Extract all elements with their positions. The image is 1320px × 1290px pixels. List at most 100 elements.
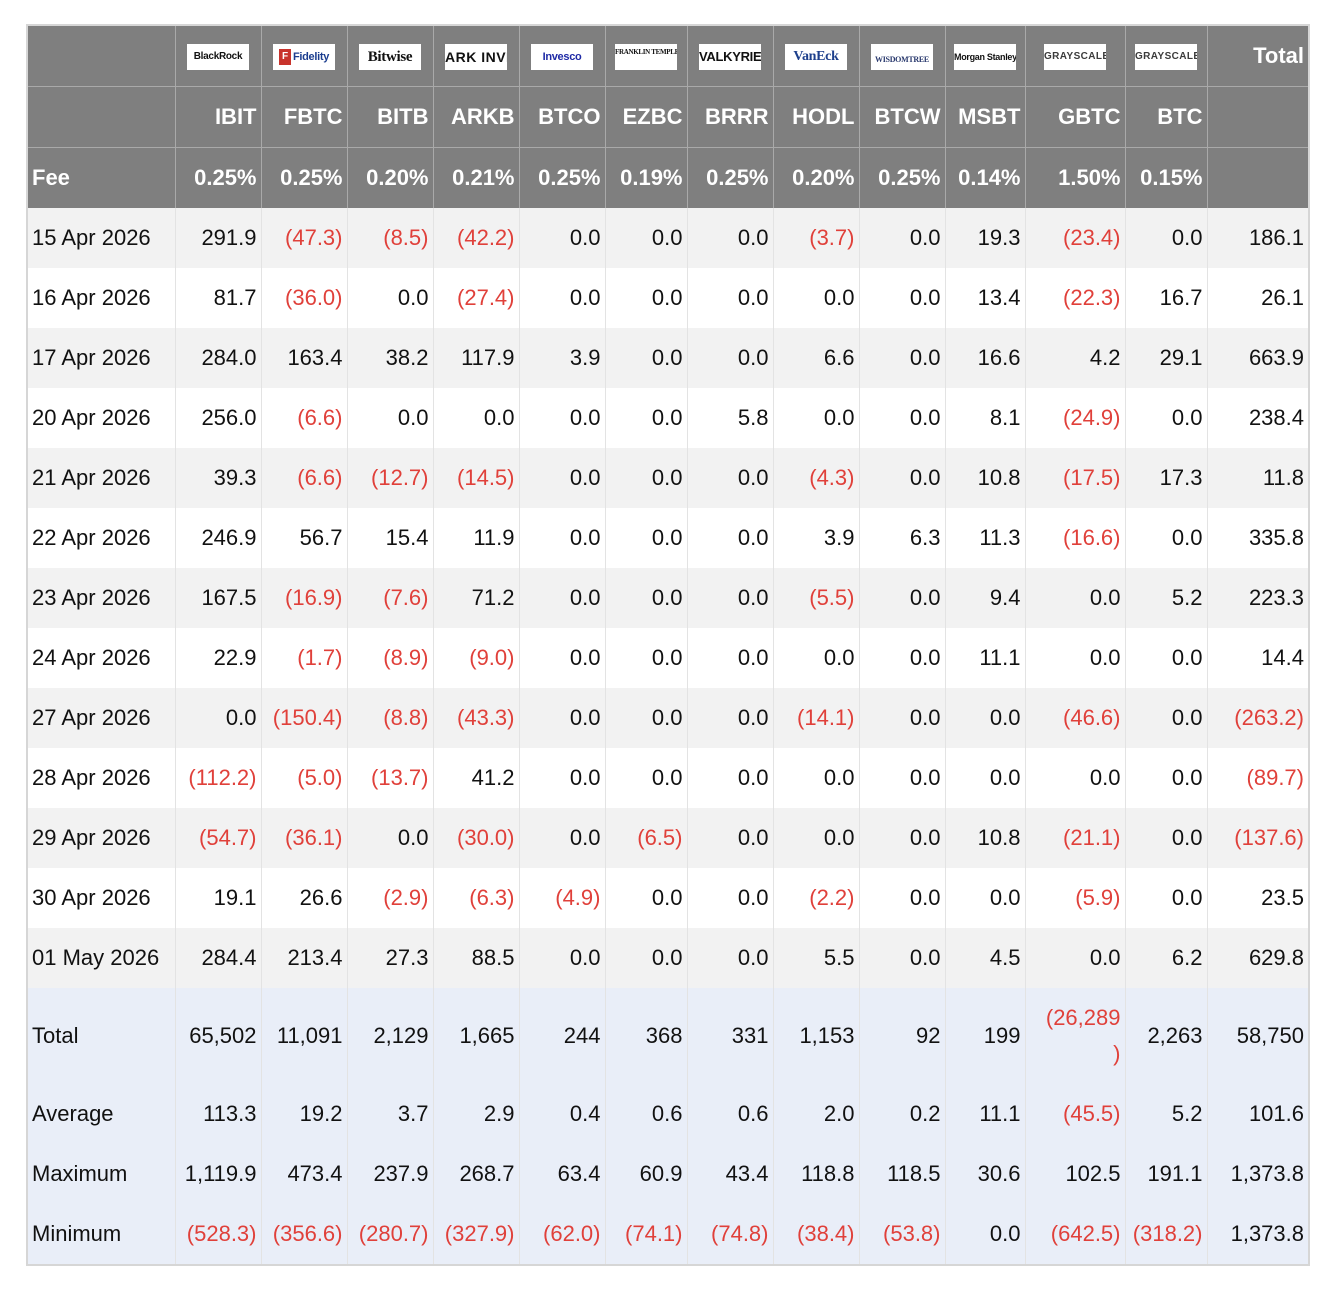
ticker-header-row: IBIT FBTC BITB ARKB BTCO EZBC BRRR HODL … bbox=[27, 86, 1309, 148]
issuer-logo-cell: F Fidelity bbox=[261, 25, 348, 87]
flow-cell: 473.4 bbox=[261, 1144, 348, 1204]
issuer-logo-cell: FRANKLIN TEMPLETON bbox=[605, 25, 688, 87]
flow-cell: 81.7 bbox=[175, 268, 262, 328]
table-row: 28 Apr 2026 (112.2) (5.0) (13.7) 41.2 0.0 0.0 0… bbox=[27, 748, 1309, 808]
summary-section: Total 65,502 11,091 2,129 1,665 244 368 331 1,15… bbox=[27, 988, 1309, 1265]
issuer-logo-cell: GRAYSCALE bbox=[1025, 25, 1126, 87]
flow-cell: 244 bbox=[519, 988, 606, 1084]
flow-cell: (16.9) bbox=[261, 568, 348, 628]
total-flow-cell: 11.8 bbox=[1207, 448, 1309, 508]
flow-cell: 1,665 bbox=[433, 988, 520, 1084]
flow-cell: 256.0 bbox=[175, 388, 262, 448]
flow-cell: 3.9 bbox=[519, 328, 606, 388]
summary-row: Average 113.3 19.2 3.7 2.9 0.4 0.6 0.6 2.0 0.2 11.… bbox=[27, 1084, 1309, 1144]
flow-cell: (36.0) bbox=[261, 268, 348, 328]
issuer-logo-cell: ARK INVEST bbox=[433, 25, 520, 87]
flow-cell: (17.5) bbox=[1025, 448, 1126, 508]
flow-cell: 0.0 bbox=[687, 928, 774, 988]
flow-cell: 1,119.9 bbox=[175, 1144, 262, 1204]
flow-cell: 17.3 bbox=[1125, 448, 1208, 508]
flow-cell: (4.3) bbox=[773, 448, 860, 508]
flow-cell: 0.0 bbox=[859, 328, 946, 388]
flow-cell: 368 bbox=[605, 988, 688, 1084]
date-cell: 23 Apr 2026 bbox=[27, 568, 176, 628]
ticker-header: ARKB bbox=[433, 86, 520, 148]
flow-cell: 163.4 bbox=[261, 328, 348, 388]
total-flow-cell: 629.8 bbox=[1207, 928, 1309, 988]
date-cell: 30 Apr 2026 bbox=[27, 868, 176, 928]
flow-cell: 0.0 bbox=[519, 748, 606, 808]
flow-cell: 291.9 bbox=[175, 208, 262, 268]
total-column-header: Total bbox=[1207, 25, 1309, 87]
table-row: 23 Apr 2026 167.5 (16.9) (7.6) 71.2 0.0 0.0 0.0… bbox=[27, 568, 1309, 628]
franklin-templeton-logo: FRANKLIN TEMPLETON bbox=[615, 43, 677, 70]
flow-cell: (22.3) bbox=[1025, 268, 1126, 328]
flow-cell: 0.0 bbox=[175, 688, 262, 748]
flow-cell: 38.2 bbox=[347, 328, 434, 388]
flow-cell: 0.0 bbox=[519, 388, 606, 448]
flow-cell: 2,263 bbox=[1125, 988, 1208, 1084]
flow-cell: (2.9) bbox=[347, 868, 434, 928]
flow-cell: 2.0 bbox=[773, 1084, 860, 1144]
date-cell: 22 Apr 2026 bbox=[27, 508, 176, 568]
date-cell: 17 Apr 2026 bbox=[27, 328, 176, 388]
flow-cell: 0.0 bbox=[773, 628, 860, 688]
flow-cell: 30.6 bbox=[945, 1144, 1026, 1204]
total-flow-cell: (89.7) bbox=[1207, 748, 1309, 808]
flow-cell: 0.0 bbox=[519, 448, 606, 508]
flow-cell: 6.6 bbox=[773, 328, 860, 388]
flow-cell: (280.7) bbox=[347, 1204, 434, 1265]
flow-cell: 3.7 bbox=[347, 1084, 434, 1144]
flow-cell: 39.3 bbox=[175, 448, 262, 508]
flow-cell: (642.5) bbox=[1025, 1204, 1126, 1265]
flow-cell: 0.0 bbox=[519, 928, 606, 988]
summary-label: Minimum bbox=[27, 1204, 176, 1265]
flow-cell: (9.0) bbox=[433, 628, 520, 688]
flow-cell: 0.6 bbox=[687, 1084, 774, 1144]
fee-header-row: Fee 0.25% 0.25% 0.20% 0.21% 0.25% 0.19% … bbox=[27, 147, 1309, 208]
flow-cell: 213.4 bbox=[261, 928, 348, 988]
ticker-header: EZBC bbox=[605, 86, 688, 148]
ticker-corner-cell bbox=[27, 86, 176, 148]
flow-cell: 5.2 bbox=[1125, 568, 1208, 628]
flow-cell: (14.1) bbox=[773, 688, 860, 748]
flow-cell: 0.0 bbox=[1125, 508, 1208, 568]
issuer-logo-cell: Morgan Stanley bbox=[945, 25, 1026, 87]
flow-cell: (14.5) bbox=[433, 448, 520, 508]
flow-cell: 0.6 bbox=[605, 1084, 688, 1144]
flow-cell: 0.0 bbox=[519, 628, 606, 688]
flow-cell: 19.3 bbox=[945, 208, 1026, 268]
flow-cell: 0.0 bbox=[859, 268, 946, 328]
date-cell: 20 Apr 2026 bbox=[27, 388, 176, 448]
issuer-logo-cell: Invesco bbox=[519, 25, 606, 87]
flow-cell: 0.0 bbox=[519, 568, 606, 628]
invesco-logo: Invesco bbox=[531, 43, 593, 70]
flow-cell: (16.6) bbox=[1025, 508, 1126, 568]
flow-cell: 0.0 bbox=[347, 268, 434, 328]
flow-cell: (74.1) bbox=[605, 1204, 688, 1265]
flow-cell: 0.0 bbox=[859, 808, 946, 868]
flow-cell: 4.5 bbox=[945, 928, 1026, 988]
table-row: 20 Apr 2026 256.0 (6.6) 0.0 0.0 0.0 0.0 5.8 0.0 0… bbox=[27, 388, 1309, 448]
flow-cell: (6.6) bbox=[261, 388, 348, 448]
ticker-header: BTCO bbox=[519, 86, 606, 148]
flow-cell: (26,289) bbox=[1025, 988, 1126, 1084]
total-flow-cell: 101.6 bbox=[1207, 1084, 1309, 1144]
flow-cell: 0.0 bbox=[859, 928, 946, 988]
table-row: 30 Apr 2026 19.1 26.6 (2.9) (6.3) (4.9) 0.0 0.0… bbox=[27, 868, 1309, 928]
flow-cell: (47.3) bbox=[261, 208, 348, 268]
flow-cell: 6.3 bbox=[859, 508, 946, 568]
flow-cell: 0.0 bbox=[347, 388, 434, 448]
flow-cell: (150.4) bbox=[261, 688, 348, 748]
wisdomtree-logo: WISDOMTREE bbox=[871, 43, 933, 70]
total-flow-cell: 26.1 bbox=[1207, 268, 1309, 328]
flow-cell: 0.0 bbox=[687, 568, 774, 628]
flow-cell: 0.2 bbox=[859, 1084, 946, 1144]
flow-cell: 10.8 bbox=[945, 808, 1026, 868]
flow-cell: 0.0 bbox=[773, 748, 860, 808]
flow-cell: 0.0 bbox=[605, 328, 688, 388]
table-row: 29 Apr 2026 (54.7) (36.1) 0.0 (30.0) 0.0 (6.5)… bbox=[27, 808, 1309, 868]
flow-cell: 0.0 bbox=[687, 268, 774, 328]
flow-cell: 0.0 bbox=[773, 268, 860, 328]
flow-cell: (112.2) bbox=[175, 748, 262, 808]
